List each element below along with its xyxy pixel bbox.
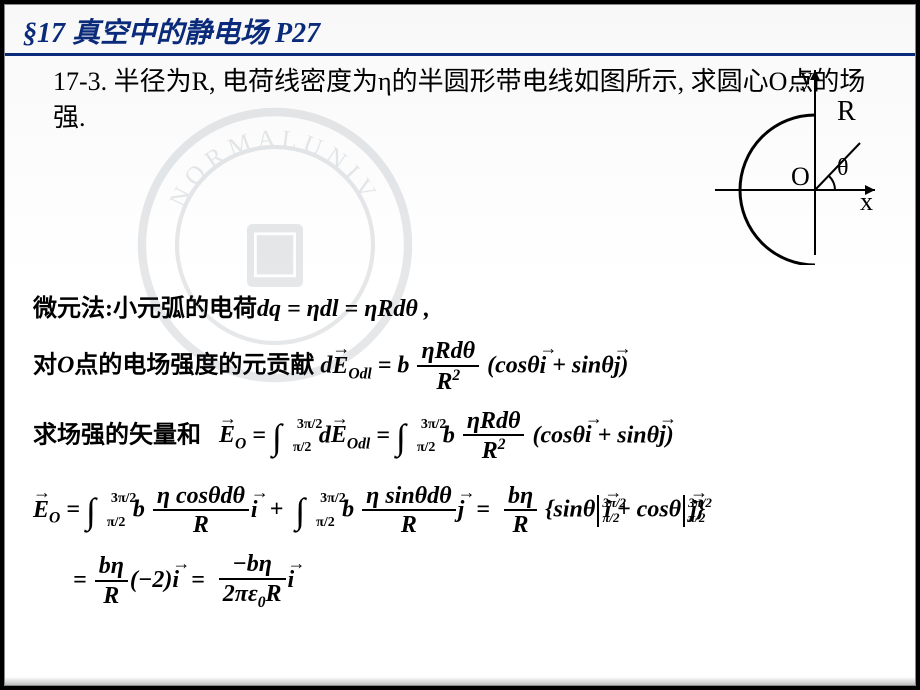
eq-line-2: 对O点的电场强度的元贡献 dEOdl = b ηRdθR2 (cosθi + s… [33, 338, 895, 396]
y-axis-label: y [800, 62, 813, 91]
x-axis-label: x [860, 187, 873, 216]
origin-label: O [791, 162, 810, 191]
slide-title: §17 真空中的静电场 P27 [5, 5, 915, 56]
semicircle-diagram: x y R O θ [665, 55, 885, 265]
footer-shadow [5, 677, 915, 685]
eq-line-4: EO = ∫3π/2π/2 b η cosθdθRi + ∫3π/2π/2 b … [33, 477, 895, 545]
solution-work: 微元法:小元弧的电荷dq = ηdl = ηRdθ , 对O点的电场强度的元贡献… [5, 287, 915, 612]
problem-number: 17-3. [53, 67, 114, 96]
eq-line-1: 微元法:小元弧的电荷dq = ηdl = ηRdθ , [33, 287, 895, 333]
radius-label: R [837, 96, 856, 127]
eq-line-5: = bηR(−2)i = −bη2πε0Ri [33, 551, 895, 612]
eq-line-3: 求场强的矢量和 EO = ∫3π/2π/2 dEOdl = ∫3π/2π/2 b… [33, 403, 895, 471]
theta-label: θ [837, 155, 849, 181]
